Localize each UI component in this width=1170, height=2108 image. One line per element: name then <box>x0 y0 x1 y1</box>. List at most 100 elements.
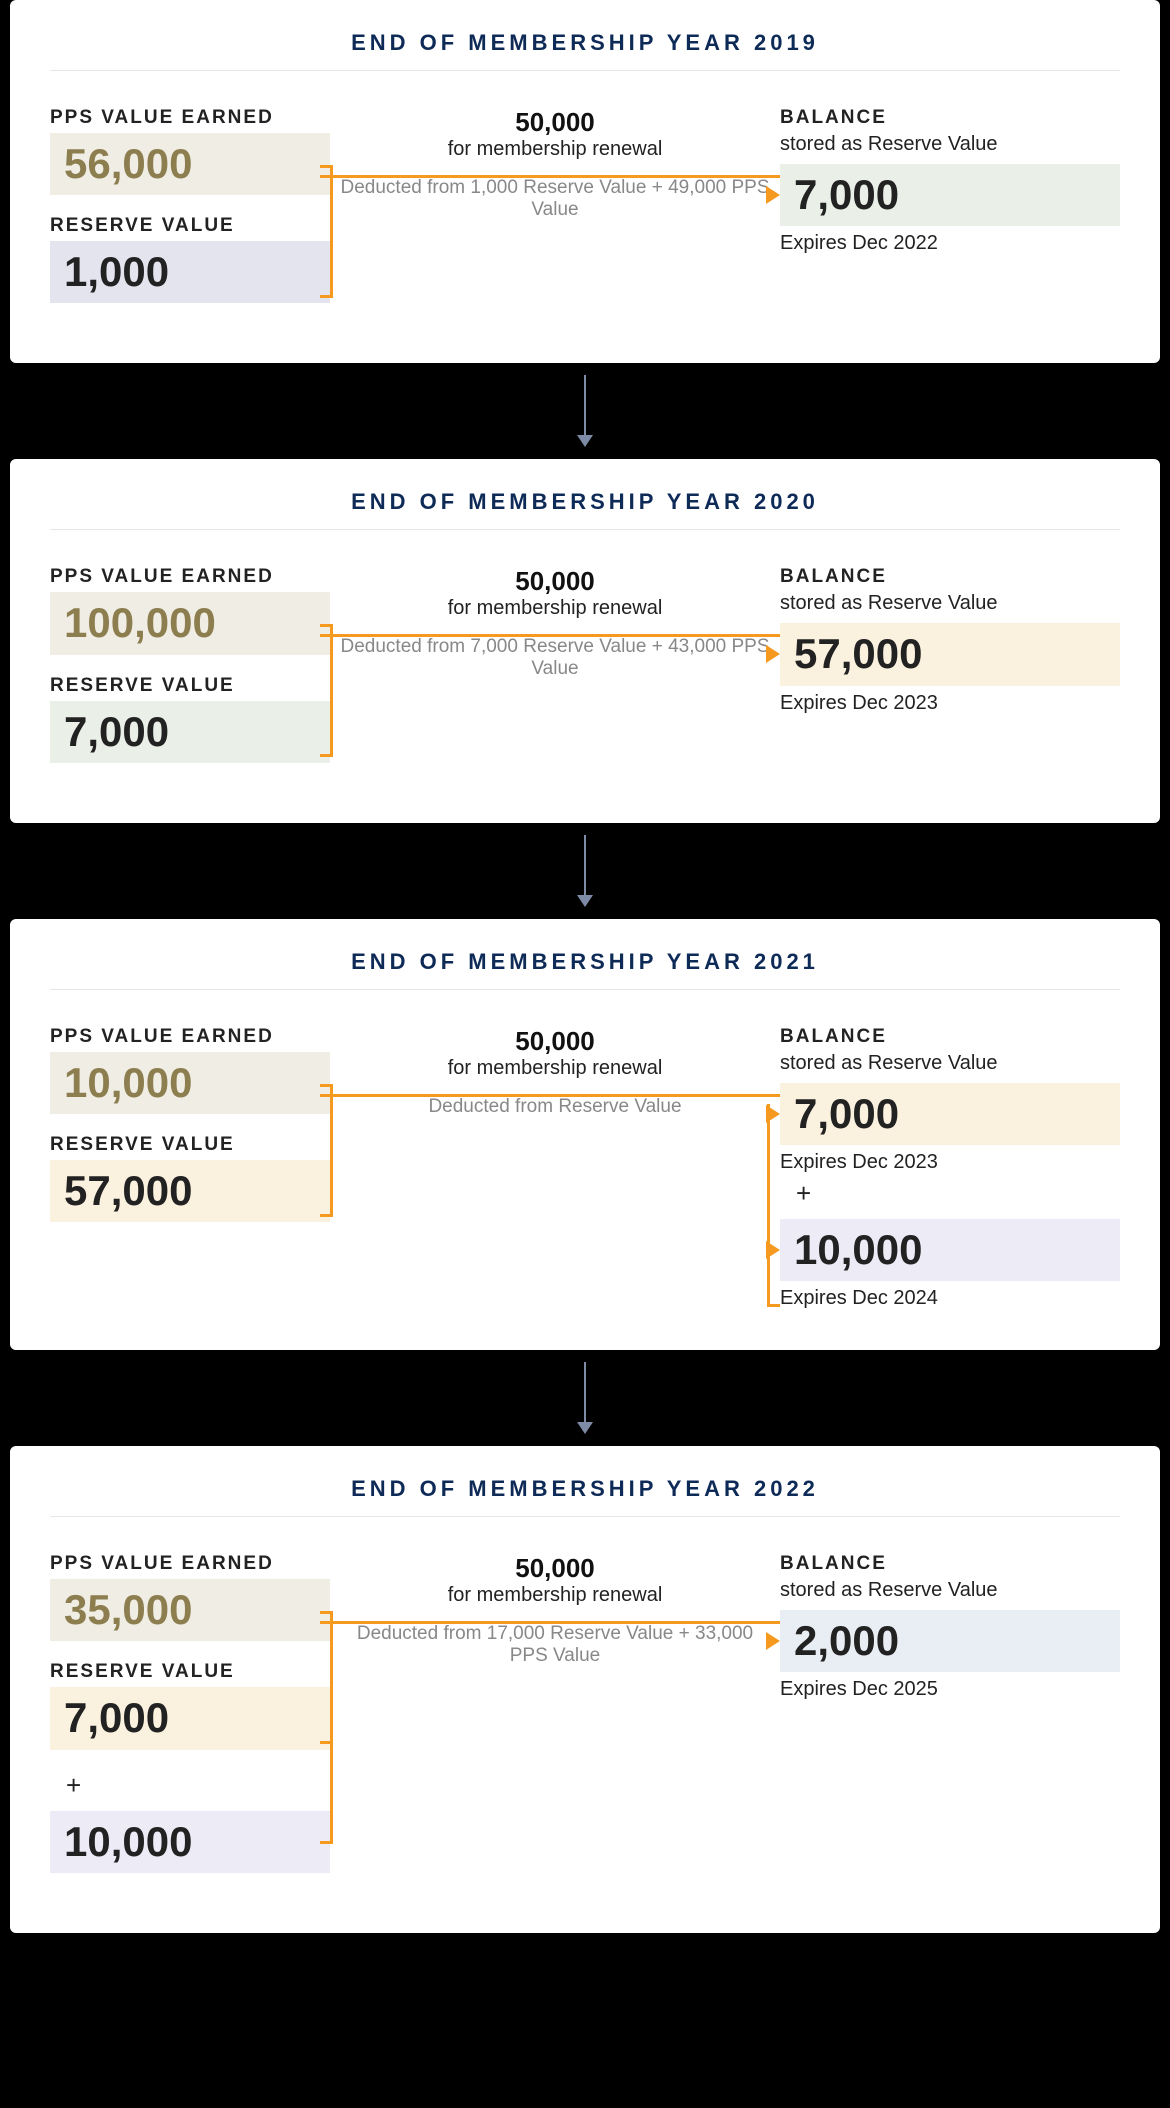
pps-value-box: 35,000 <box>50 1579 330 1641</box>
expires-text: Expires Dec 2023 <box>780 1151 1120 1174</box>
deduction-note: Deducted from Reserve Value <box>340 1096 770 1118</box>
flow-line-vertical <box>330 624 333 754</box>
expires-text: Expires Dec 2023 <box>780 692 1120 715</box>
left-column: PPS VALUE EARNED 10,000 RESERVE VALUE 57,00… <box>50 1026 330 1242</box>
renewal-subtext: for membership renewal <box>340 138 770 161</box>
reserve-label: RESERVE VALUE <box>50 215 330 237</box>
content-row: PPS VALUE EARNED56,000RESERVE VALUE1,000… <box>50 107 1120 323</box>
balance-sublabel: stored as Reserve Value <box>780 1579 1120 1602</box>
balance-value-box: 2,000 <box>780 1610 1120 1672</box>
pps-label: PPS VALUE EARNED <box>50 1553 330 1575</box>
card-title: END OF MEMBERSHIP YEAR 2021 <box>50 949 1120 975</box>
reserve-value-box: 57,000 <box>50 1160 330 1222</box>
year-card: END OF MEMBERSHIP YEAR 2020PPS VALUE EAR… <box>10 459 1160 822</box>
balance-value-box: 7,000 <box>780 164 1120 226</box>
left-column: PPS VALUE EARNED56,000RESERVE VALUE1,000 <box>50 107 330 323</box>
arrow-right-icon <box>766 186 780 204</box>
deduction-note: Deducted from 1,000 Reserve Value + 49,0… <box>340 177 770 221</box>
section-arrow-down <box>0 1362 1170 1434</box>
flow-stub <box>320 1084 333 1087</box>
right-column: BALANCE stored as Reserve Value 7,000 Expir… <box>780 107 1120 255</box>
balance-sublabel: stored as Reserve Value <box>780 133 1120 156</box>
balance-value-box: 7,000 <box>780 1083 1120 1145</box>
section-arrow-down <box>0 375 1170 447</box>
flow-line-vertical <box>330 1084 333 1214</box>
arrow-line <box>584 835 586 895</box>
reserve-value-box: 7,000 <box>50 701 330 763</box>
arrow-right-icon <box>766 1632 780 1650</box>
flow-stub <box>320 624 333 627</box>
arrow-line <box>584 375 586 435</box>
year-card: END OF MEMBERSHIP YEAR 2019PPS VALUE EAR… <box>10 0 1160 363</box>
pps-label: PPS VALUE EARNED <box>50 1026 330 1048</box>
divider-line <box>50 989 1120 990</box>
flow-line-vertical <box>767 1104 770 1304</box>
plus-sign: + <box>66 1770 330 1801</box>
right-column: BALANCE stored as Reserve Value 57,000 Expi… <box>780 566 1120 714</box>
flow-line-vertical <box>330 1611 333 1841</box>
left-column: PPS VALUE EARNED 100,000 RESERVE VALUE 7,00… <box>50 566 330 782</box>
reserve-value-box: 10,000 <box>50 1811 330 1873</box>
pps-value-box: 10,000 <box>50 1052 330 1114</box>
flow-stub <box>767 1304 780 1307</box>
pps-label: PPS VALUE EARNED <box>50 566 330 588</box>
expires-text: Expires Dec 2025 <box>780 1678 1120 1701</box>
arrow-down-icon <box>577 895 593 907</box>
arrow-down-icon <box>577 1422 593 1434</box>
middle-column: 50,000for membership renewalDeducted fro… <box>330 1026 780 1118</box>
reserve-label: RESERVE VALUE <box>50 1661 330 1683</box>
section-arrow-down <box>0 835 1170 907</box>
reserve-value-box: 1,000 <box>50 241 330 303</box>
flow-line-horizontal <box>320 1094 790 1097</box>
balance-sublabel: stored as Reserve Value <box>780 592 1120 615</box>
balance-value-box: 10,000 <box>780 1219 1120 1281</box>
reserve-label: RESERVE VALUE <box>50 1134 330 1156</box>
balance-label: BALANCE <box>780 1553 1120 1575</box>
content-row: PPS VALUE EARNED 100,000 RESERVE VALUE 7,00… <box>50 566 1120 782</box>
plus-sign: + <box>796 1178 1120 1209</box>
flow-line-horizontal <box>320 175 790 178</box>
content-row: PPS VALUE EARNED 10,000 RESERVE VALUE 57,00… <box>50 1026 1120 1310</box>
flow-stub <box>320 1214 333 1217</box>
divider-line <box>50 529 1120 530</box>
pps-value-box: 56,000 <box>50 133 330 195</box>
renewal-subtext: for membership renewal <box>340 1057 770 1080</box>
flow-stub <box>320 1841 333 1844</box>
card-title: END OF MEMBERSHIP YEAR 2022 <box>50 1476 1120 1502</box>
expires-text: Expires Dec 2022 <box>780 232 1120 255</box>
flow-line-vertical <box>330 165 333 295</box>
middle-column: 50,000for membership renewal Deducted fro… <box>330 107 780 221</box>
flow-stub <box>320 295 333 298</box>
left-column: PPS VALUE EARNED 35,000 RESERVE VALUE 7,000… <box>50 1553 330 1893</box>
year-card: END OF MEMBERSHIP YEAR 2022 PPS VALUE EAR… <box>10 1446 1160 1933</box>
renewal-subtext: for membership renewal <box>340 1584 770 1607</box>
balance-value-box: 57,000 <box>780 623 1120 685</box>
renewal-amount: 50,000 <box>340 107 770 138</box>
reserve-label: RESERVE VALUE <box>50 675 330 697</box>
balance-sublabel: stored as Reserve Value <box>780 1052 1120 1075</box>
balance-label: BALANCE <box>780 1026 1120 1048</box>
arrow-line <box>584 1362 586 1422</box>
flow-stub <box>320 1611 333 1614</box>
flow-stub <box>320 754 333 757</box>
content-row: PPS VALUE EARNED 35,000 RESERVE VALUE 7,000… <box>50 1553 1120 1893</box>
balance-label: BALANCE <box>780 107 1120 129</box>
balance-label: BALANCE <box>780 566 1120 588</box>
flow-line-horizontal <box>320 1621 790 1624</box>
renewal-amount: 50,000 <box>340 1553 770 1584</box>
renewal-subtext: for membership renewal <box>340 597 770 620</box>
arrow-down-icon <box>577 435 593 447</box>
flow-stub <box>320 1741 333 1744</box>
expires-text: Expires Dec 2024 <box>780 1287 1120 1310</box>
middle-column: 50,000for membership renewalDeducted fro… <box>330 566 780 680</box>
middle-column: 50,000for membership renewal Deducted fro… <box>330 1553 780 1667</box>
pps-value-box: 100,000 <box>50 592 330 654</box>
card-title: END OF MEMBERSHIP YEAR 2019 <box>50 30 1120 56</box>
flow-line-horizontal <box>320 634 790 637</box>
deduction-note: Deducted from 17,000 Reserve Value + 33,… <box>340 1623 770 1667</box>
divider-line <box>50 1516 1120 1517</box>
year-card: END OF MEMBERSHIP YEAR 2021 PPS VALUE EAR… <box>10 919 1160 1350</box>
divider-line <box>50 70 1120 71</box>
right-column: BALANCE stored as Reserve Value 2,000 Expir… <box>780 1553 1120 1701</box>
reserve-value-box: 7,000 <box>50 1687 330 1749</box>
